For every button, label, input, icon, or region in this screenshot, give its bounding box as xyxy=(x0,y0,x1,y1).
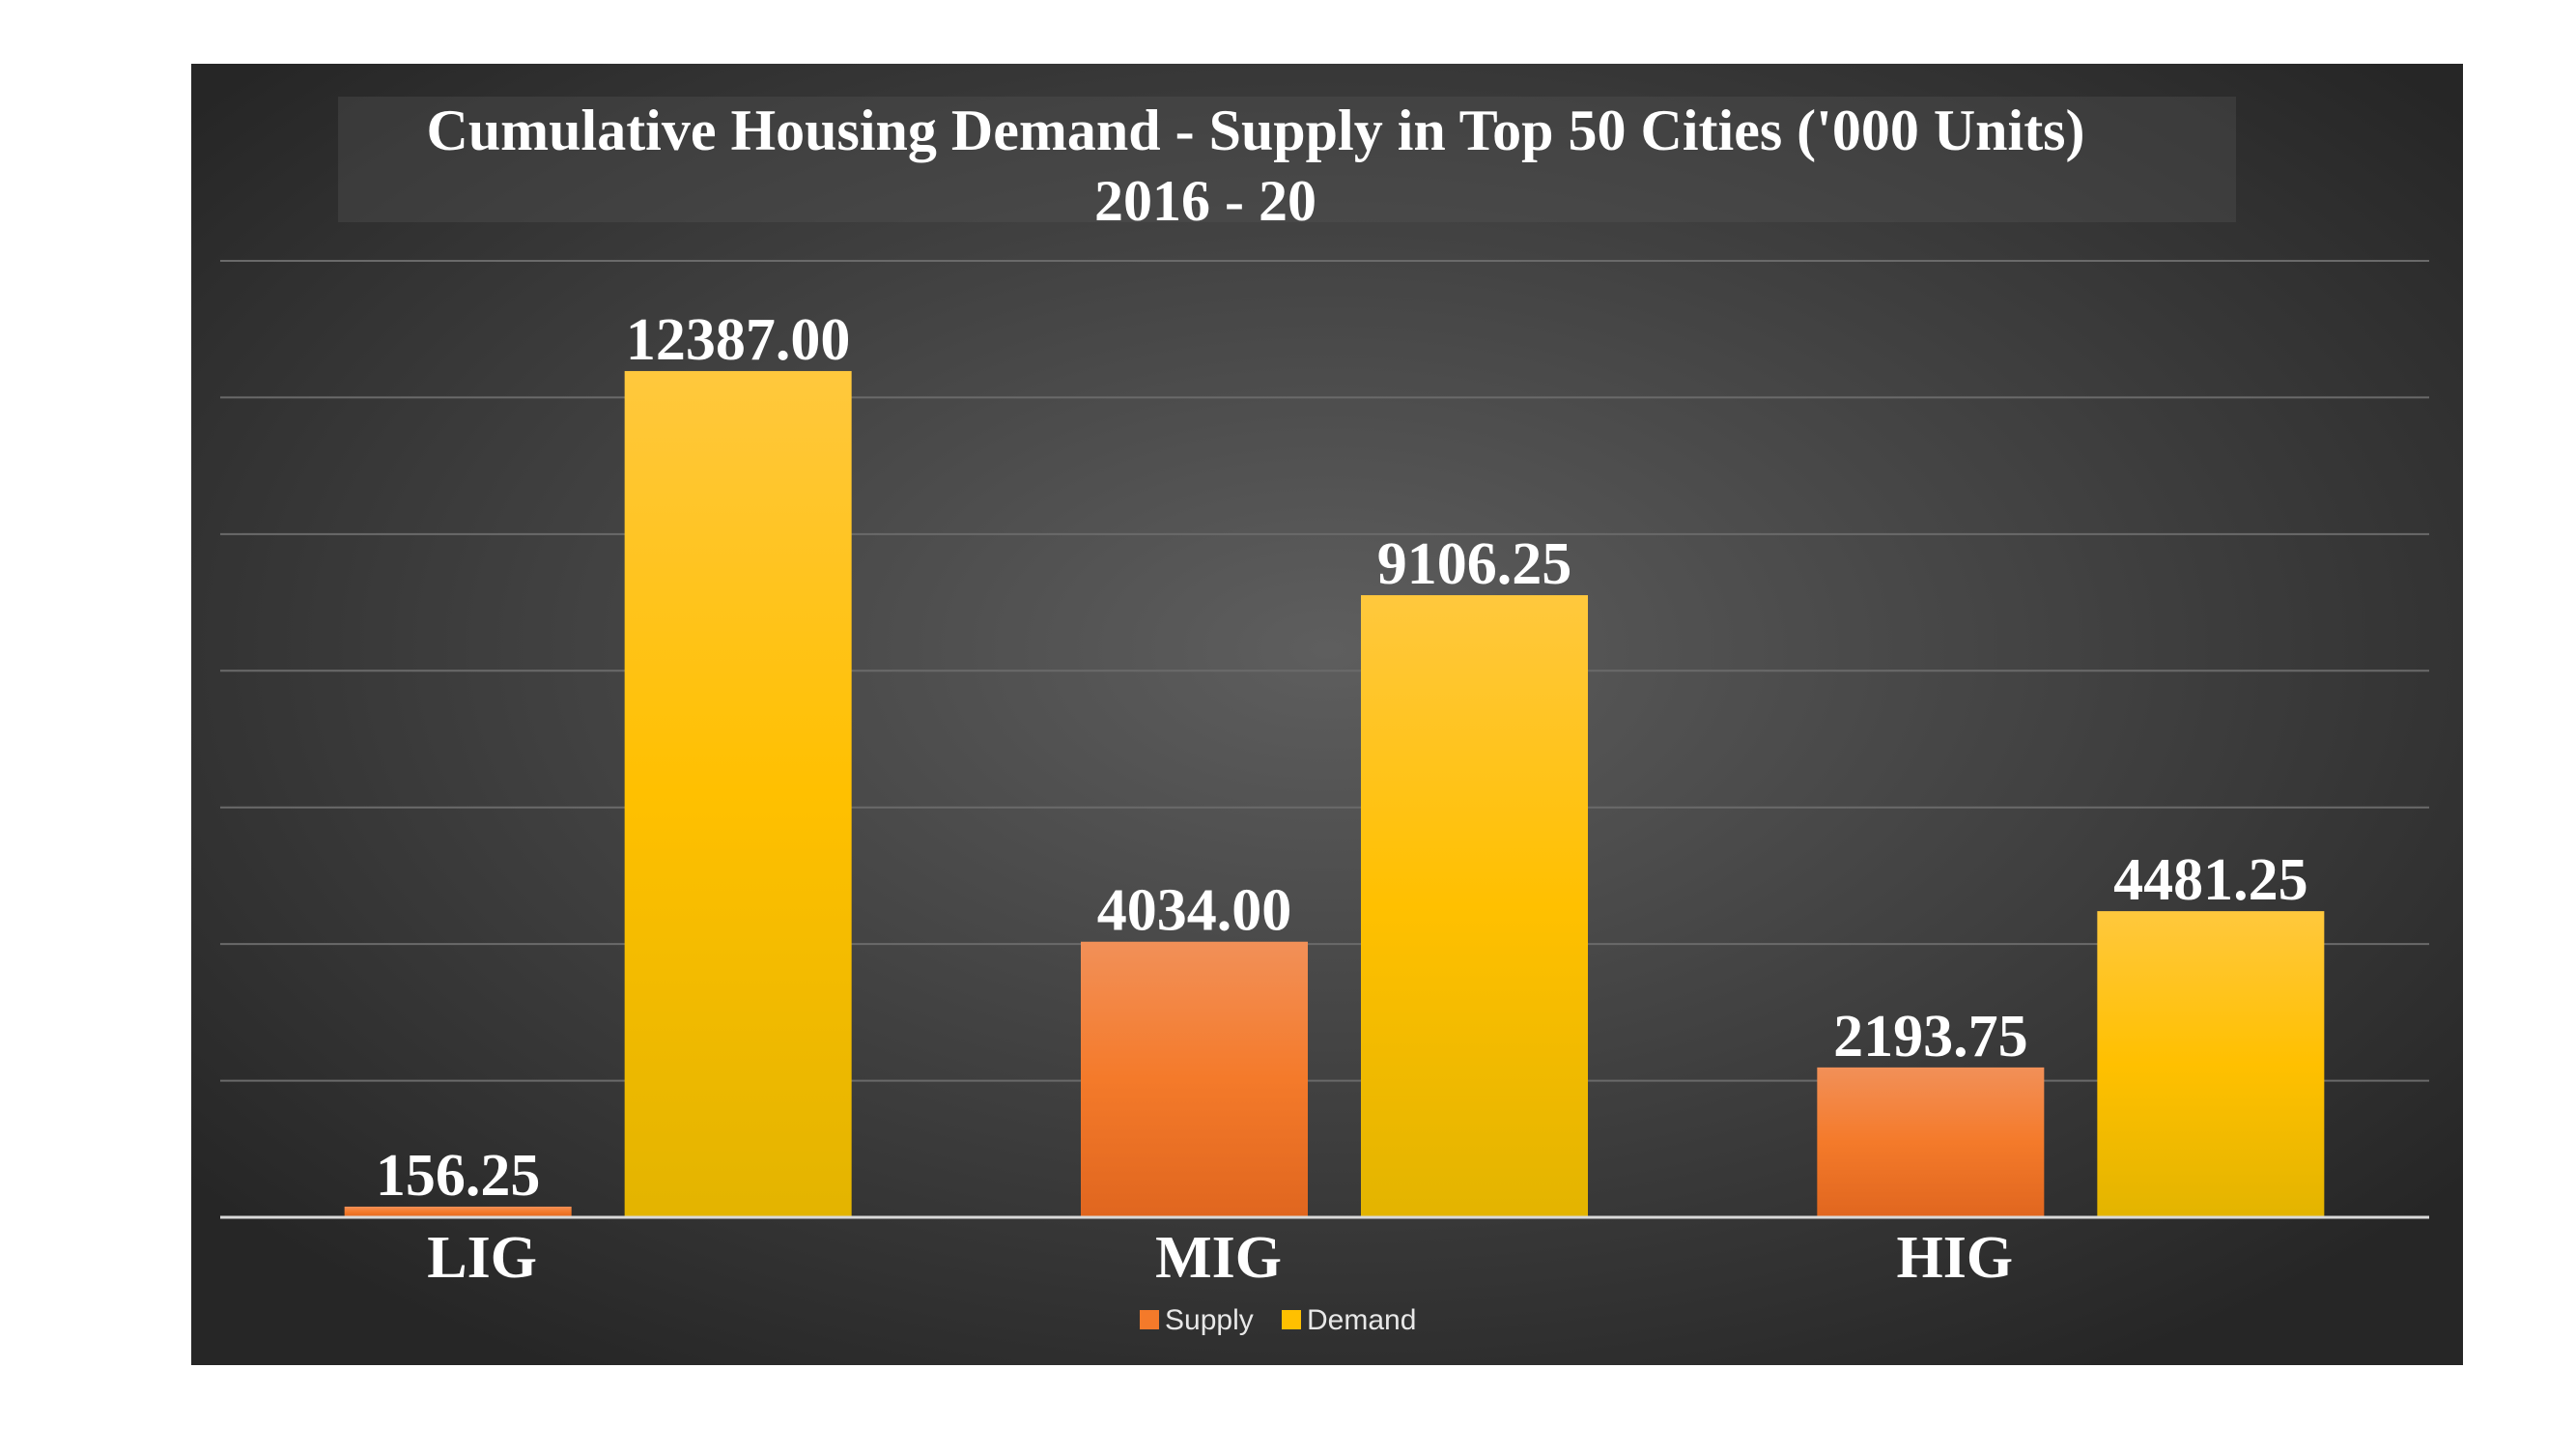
x-tick-label-hig: HIG xyxy=(1897,1225,2014,1291)
bar-supply-hig xyxy=(1817,1067,2045,1217)
data-label-demand-hig: 4481.25 xyxy=(2113,847,2308,913)
bars-group xyxy=(344,371,2325,1217)
data-label-supply-lig: 156.25 xyxy=(376,1143,541,1209)
legend-swatch-demand xyxy=(1282,1310,1301,1329)
x-tick-label-mig: MIG xyxy=(1155,1225,1282,1291)
title-band xyxy=(338,97,2236,222)
legend-label-supply: Supply xyxy=(1165,1304,1254,1336)
chart-subtitle: 2016 - 20 xyxy=(1094,169,1316,233)
bar-demand-hig xyxy=(2097,911,2325,1217)
data-label-supply-hig: 2193.75 xyxy=(1833,1004,2028,1069)
legend-label-demand: Demand xyxy=(1307,1304,1416,1336)
chart-title: Cumulative Housing Demand - Supply in To… xyxy=(426,99,2084,162)
x-tick-labels: LIG MIG HIG xyxy=(427,1225,2013,1291)
data-label-demand-lig: 12387.00 xyxy=(626,307,851,373)
chart-background xyxy=(191,64,2463,1365)
data-labels: 156.25 12387.00 4034.00 9106.25 2193.75 4481.… xyxy=(376,307,2308,1209)
data-label-demand-mig: 9106.25 xyxy=(1377,531,1572,597)
bar-supply-lig xyxy=(344,1206,572,1217)
bar-demand-lig xyxy=(624,371,852,1217)
bar-supply-mig xyxy=(1081,941,1308,1217)
legend-swatch-supply xyxy=(1140,1310,1159,1329)
x-tick-label-lig: LIG xyxy=(427,1225,537,1291)
gridlines xyxy=(220,260,2429,1082)
bar-demand-mig xyxy=(1361,595,1588,1217)
data-label-supply-mig: 4034.00 xyxy=(1097,878,1292,944)
legend: Supply Demand xyxy=(1140,1304,1416,1336)
